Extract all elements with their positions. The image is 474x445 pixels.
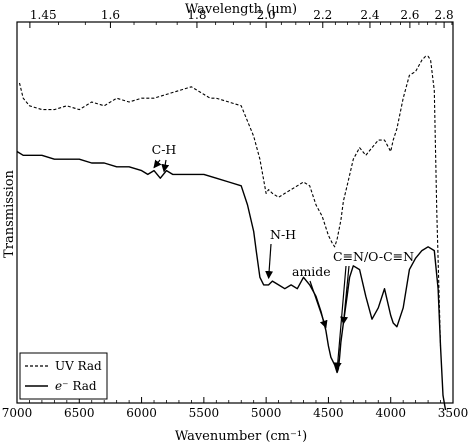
x2-tick-label: 1.8 bbox=[187, 8, 206, 22]
legend-label-electron-text: Rad bbox=[72, 379, 96, 393]
x2-tick-label: 1.6 bbox=[101, 8, 120, 22]
legend-label-electron-prefix: e⁻ bbox=[55, 379, 68, 393]
x-tick-label: 6500 bbox=[64, 406, 95, 420]
legend-box bbox=[19, 352, 108, 400]
x-tick-label: 7000 bbox=[2, 406, 33, 420]
bottom-axis-ticks: 7000 6500 6000 5500 5000 4500 4000 3500 bbox=[2, 397, 469, 420]
x2-tick-label: 2.6 bbox=[400, 8, 419, 22]
annotation-ch-arrow bbox=[161, 159, 170, 173]
annotation-cn-arrow bbox=[340, 265, 350, 325]
x-tick-label: 4500 bbox=[313, 406, 344, 420]
x-axis-title: Wavenumber (cm⁻¹) bbox=[175, 429, 307, 444]
annotation-nh-arrow bbox=[265, 243, 274, 280]
x2-tick-label: 2.0 bbox=[257, 8, 276, 22]
y-axis-title: Transmission bbox=[2, 169, 17, 257]
annotation-amide-label: amide bbox=[292, 264, 331, 279]
x-tick-label: 5000 bbox=[251, 406, 282, 420]
annotation-cn-label: C≡N/O-C≡N bbox=[333, 249, 414, 264]
x2-tick-label: 2.4 bbox=[360, 8, 379, 22]
legend: UV Rad e⁻ Rad bbox=[19, 352, 108, 400]
x2-tick-label: 2.8 bbox=[435, 8, 454, 22]
series-uv-rad-line bbox=[18, 55, 442, 346]
top-axis-ticks: 1.45 1.6 1.8 2.0 2.2 2.4 2.6 2.8 bbox=[29, 8, 454, 28]
series-layer bbox=[16, 55, 447, 411]
x-tick-label: 5500 bbox=[189, 406, 220, 420]
x-tick-label: 3500 bbox=[438, 406, 469, 420]
x2-tick-label: 1.45 bbox=[30, 8, 57, 22]
annotation-amide-arrow bbox=[309, 280, 328, 329]
x-tick-label: 4000 bbox=[375, 406, 406, 420]
top-axis-title: Wavelength (μm) bbox=[185, 2, 297, 17]
annotation-nh-label: N-H bbox=[270, 227, 296, 242]
legend-label-electron: e⁻ Rad bbox=[55, 379, 97, 393]
plot-frame bbox=[16, 21, 454, 404]
series-electron-rad-line bbox=[16, 150, 447, 411]
legend-label-uv: UV Rad bbox=[55, 359, 102, 373]
x-tick-label: 6000 bbox=[126, 406, 157, 420]
annotation-ch-label: C-H bbox=[152, 142, 177, 157]
x2-tick-label: 2.2 bbox=[313, 8, 332, 22]
annotation-ch-arrow bbox=[153, 159, 162, 169]
